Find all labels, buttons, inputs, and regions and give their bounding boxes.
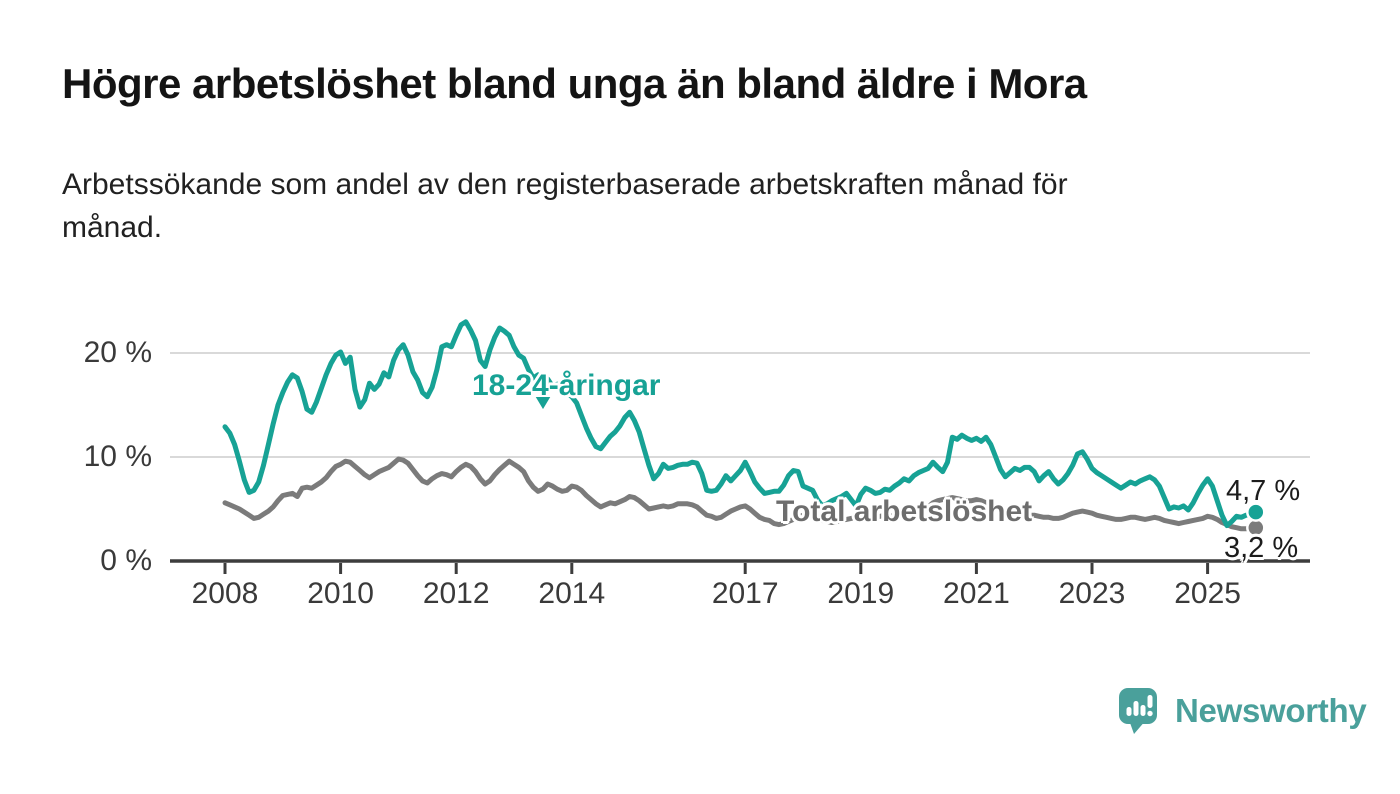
annotation-pointer-triangle-icon — [531, 394, 555, 414]
series-label-total: Total arbetslöshet — [776, 495, 1033, 528]
x-tick-label: 2008 — [191, 577, 259, 610]
x-tick-label: 2014 — [538, 577, 606, 610]
x-tick-label: 2025 — [1174, 577, 1241, 610]
x-tick-label: 2010 — [307, 577, 374, 610]
end-value-label-total: 3,2 % — [1224, 532, 1299, 564]
newsworthy-branding: Newsworthy — [1117, 686, 1367, 736]
x-tick-label: 2017 — [711, 577, 779, 610]
end-value-label-youth: 4,7 % — [1226, 475, 1301, 507]
x-tick-label: 2012 — [422, 577, 490, 610]
series-end-dot — [1246, 502, 1266, 522]
x-tick-label: 2019 — [827, 577, 895, 610]
x-tick-label: 2021 — [943, 577, 1010, 610]
series-line — [222, 456, 1259, 532]
series-label-youth: 18-24-åringar — [472, 369, 661, 402]
page-title: Högre arbetslöshet bland unga än bland ä… — [62, 60, 1087, 107]
y-tick-label: 0 % — [100, 544, 152, 577]
y-tick-label: 10 % — [83, 440, 152, 473]
y-tick-label: 20 % — [83, 336, 152, 369]
newsworthy-logo-icon — [1119, 688, 1157, 734]
newsworthy-wordmark: Newsworthy — [1175, 692, 1367, 729]
page-subtitle: Arbetssökande som andel av den registerb… — [62, 168, 1068, 244]
series-line — [222, 319, 1259, 529]
x-tick-label: 2023 — [1058, 577, 1126, 610]
